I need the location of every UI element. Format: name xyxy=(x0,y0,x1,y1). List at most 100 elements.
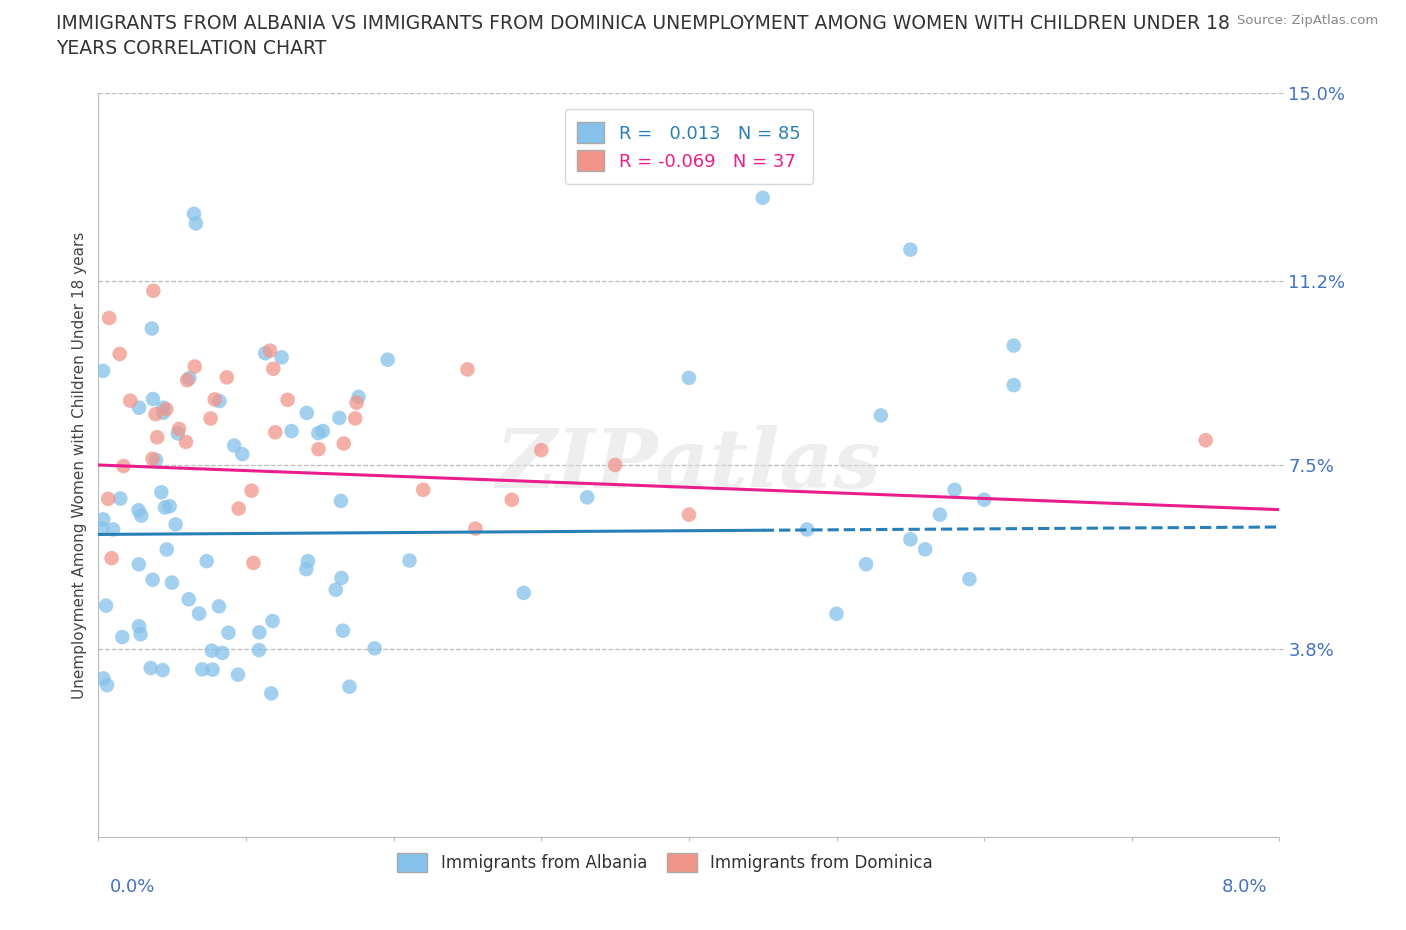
Point xyxy=(228,501,250,516)
Point xyxy=(211,645,233,660)
Point xyxy=(678,370,700,385)
Point xyxy=(188,606,211,621)
Point xyxy=(330,570,353,585)
Point xyxy=(183,206,205,221)
Point xyxy=(914,542,936,557)
Point xyxy=(412,483,434,498)
Point xyxy=(91,671,114,685)
Point xyxy=(377,352,399,367)
Point xyxy=(501,492,523,507)
Point xyxy=(112,458,135,473)
Point xyxy=(91,364,114,379)
Point xyxy=(179,371,201,386)
Point xyxy=(111,630,134,644)
Point xyxy=(870,408,893,423)
Point xyxy=(139,660,162,675)
Point xyxy=(1002,378,1025,392)
Point xyxy=(312,423,335,438)
Point xyxy=(217,625,239,640)
Point xyxy=(295,405,318,420)
Point xyxy=(129,508,152,523)
Point xyxy=(141,321,163,336)
Point xyxy=(110,491,132,506)
Point xyxy=(328,410,350,425)
Point xyxy=(146,430,169,445)
Point xyxy=(900,532,922,547)
Point xyxy=(120,393,142,408)
Point xyxy=(208,599,231,614)
Point xyxy=(346,395,368,410)
Point xyxy=(259,343,281,358)
Y-axis label: Unemployment Among Women with Children Under 18 years: Unemployment Among Women with Children U… xyxy=(72,232,87,698)
Point xyxy=(226,667,249,682)
Point xyxy=(166,426,188,441)
Point xyxy=(277,392,299,407)
Point xyxy=(398,553,420,568)
Point xyxy=(174,434,197,449)
Point xyxy=(96,678,118,693)
Point xyxy=(160,575,183,590)
Point xyxy=(97,491,120,506)
Point xyxy=(152,405,174,420)
Point xyxy=(943,483,966,498)
Point xyxy=(91,512,114,526)
Point xyxy=(208,393,231,408)
Point xyxy=(605,458,627,472)
Text: ZIPatlas: ZIPatlas xyxy=(496,425,882,505)
Point xyxy=(177,591,200,606)
Point xyxy=(127,503,149,518)
Point xyxy=(855,557,877,572)
Point xyxy=(344,411,367,426)
Point xyxy=(128,618,150,633)
Point xyxy=(796,522,818,537)
Point xyxy=(201,644,224,658)
Point xyxy=(231,446,253,461)
Point xyxy=(260,686,283,701)
Point xyxy=(347,390,370,405)
Point xyxy=(142,392,165,406)
Point xyxy=(297,553,319,568)
Point xyxy=(224,438,246,453)
Point xyxy=(307,426,329,441)
Point xyxy=(145,406,167,421)
Point xyxy=(108,347,131,362)
Point xyxy=(339,679,361,694)
Point xyxy=(155,402,177,417)
Point xyxy=(247,643,270,658)
Point xyxy=(200,411,222,426)
Point xyxy=(142,572,165,587)
Point xyxy=(156,542,179,557)
Point xyxy=(270,350,292,365)
Point xyxy=(201,662,224,677)
Point xyxy=(215,370,238,385)
Point xyxy=(91,521,114,536)
Point xyxy=(94,598,117,613)
Point xyxy=(191,662,214,677)
Point xyxy=(128,557,150,572)
Point xyxy=(329,494,352,509)
Point xyxy=(295,562,318,577)
Point xyxy=(184,216,207,231)
Point xyxy=(165,517,187,532)
Point xyxy=(150,485,173,499)
Point xyxy=(153,500,176,515)
Point xyxy=(512,586,534,601)
Point xyxy=(262,614,284,629)
Point xyxy=(457,362,479,377)
Point xyxy=(152,400,174,415)
Point xyxy=(129,627,152,642)
Point xyxy=(530,443,553,458)
Text: IMMIGRANTS FROM ALBANIA VS IMMIGRANTS FROM DOMINICA UNEMPLOYMENT AMONG WOMEN WIT: IMMIGRANTS FROM ALBANIA VS IMMIGRANTS FR… xyxy=(56,14,1230,33)
Point xyxy=(1195,432,1218,447)
Point xyxy=(825,606,848,621)
Point xyxy=(1002,339,1025,353)
Point xyxy=(100,551,122,565)
Point xyxy=(247,625,270,640)
Point xyxy=(167,421,190,436)
Point xyxy=(973,492,995,507)
Point xyxy=(325,582,347,597)
Point xyxy=(183,359,205,374)
Text: 8.0%: 8.0% xyxy=(1222,878,1268,896)
Point xyxy=(128,400,150,415)
Point xyxy=(576,490,599,505)
